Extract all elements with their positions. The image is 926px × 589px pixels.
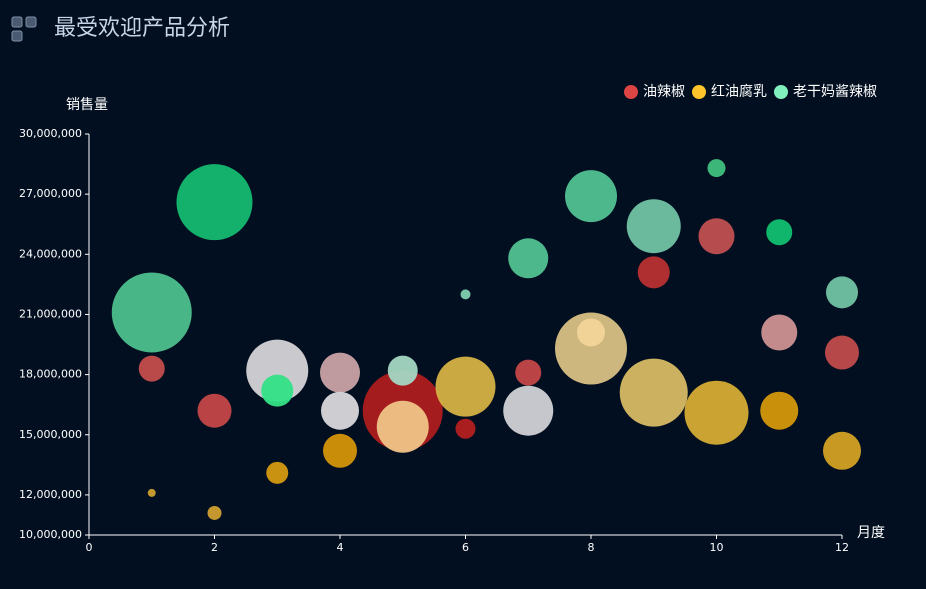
x-tick-label: 0 xyxy=(86,541,93,554)
x-tick-label: 12 xyxy=(835,541,849,554)
bubble xyxy=(320,352,360,393)
bubble xyxy=(761,314,798,351)
bubble xyxy=(376,400,429,453)
bubble xyxy=(197,393,232,428)
bubble xyxy=(626,199,681,254)
bubble xyxy=(826,276,858,309)
x-axis-label: 月度 xyxy=(857,525,885,541)
bubble xyxy=(460,289,471,300)
legend-marker xyxy=(692,85,706,99)
y-tick-label: 18,000,000 xyxy=(19,368,82,381)
bubble xyxy=(619,358,688,427)
y-tick-label: 15,000,000 xyxy=(19,428,82,441)
bubble xyxy=(387,355,418,386)
bubble xyxy=(176,164,253,241)
bubble xyxy=(555,312,627,385)
bubble xyxy=(766,219,793,246)
bubble xyxy=(246,339,309,402)
bubble xyxy=(760,391,799,430)
bubble xyxy=(515,359,542,386)
legend-marker xyxy=(774,85,788,99)
bubble xyxy=(508,238,549,279)
y-tick-label: 30,000,000 xyxy=(19,127,82,140)
y-tick-label: 10,000,000 xyxy=(19,528,82,541)
bubble xyxy=(147,488,156,497)
x-tick-label: 8 xyxy=(588,541,595,554)
bubble xyxy=(138,355,165,382)
bubble xyxy=(577,318,605,347)
bubble xyxy=(266,461,289,484)
legend-text: 红油腐乳 xyxy=(711,83,767,100)
legend-text: 油辣椒 xyxy=(643,84,685,100)
bubble xyxy=(565,170,617,223)
bubble xyxy=(698,218,735,255)
chart-title: 最受欢迎产品分析 xyxy=(54,16,230,41)
x-tick-label: 2 xyxy=(211,541,218,554)
bubble xyxy=(321,391,359,430)
bubble xyxy=(455,418,476,439)
y-tick-label: 24,000,000 xyxy=(19,247,82,260)
legend-marker xyxy=(624,85,638,99)
bubble xyxy=(111,272,192,353)
bubble xyxy=(684,380,749,445)
bubble xyxy=(261,374,294,407)
y-tick-label: 27,000,000 xyxy=(19,187,82,200)
bubble xyxy=(207,505,222,520)
bubble xyxy=(323,433,357,468)
legend-text: 老干妈酱辣椒 xyxy=(793,84,877,100)
x-tick-label: 10 xyxy=(710,541,724,554)
x-tick-label: 6 xyxy=(462,541,469,554)
bubble xyxy=(435,356,496,417)
y-axis-label: 销售量 xyxy=(66,97,108,113)
bubble xyxy=(823,431,861,470)
y-tick-label: 12,000,000 xyxy=(19,488,82,501)
y-tick-label: 21,000,000 xyxy=(19,307,82,320)
bubble xyxy=(637,256,670,289)
x-tick-label: 4 xyxy=(337,541,344,554)
title-icon xyxy=(11,16,37,42)
bubble xyxy=(503,385,554,436)
bubble xyxy=(825,335,859,370)
bubble xyxy=(707,159,726,178)
